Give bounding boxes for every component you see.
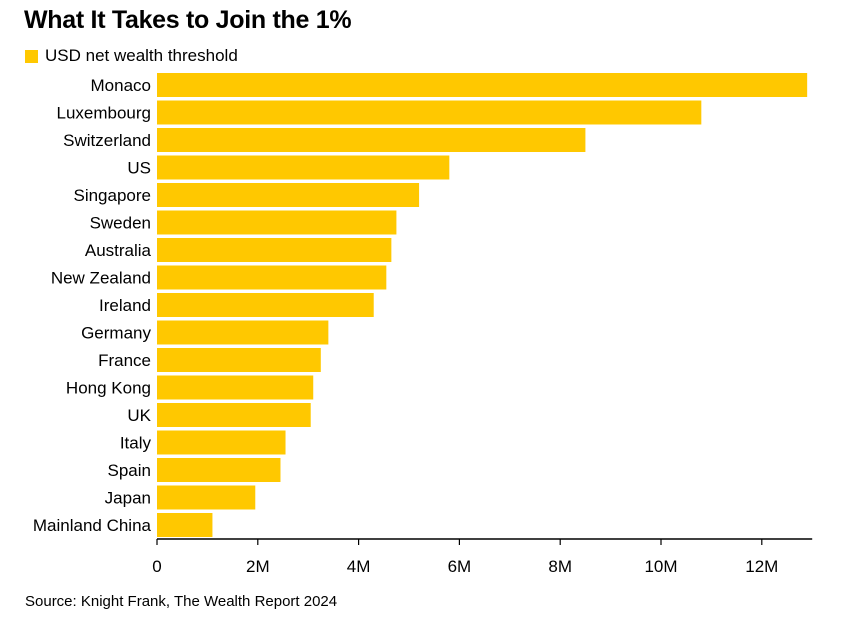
x-tick-label: 4M — [347, 557, 371, 576]
category-label: Australia — [85, 241, 152, 260]
category-label: Switzerland — [63, 131, 151, 150]
category-label: New Zealand — [51, 269, 151, 288]
bar-uk — [157, 403, 311, 427]
category-label: Spain — [108, 461, 151, 480]
bar-spain — [157, 458, 281, 482]
chart-title: What It Takes to Join the 1% — [24, 6, 352, 34]
bar-japan — [157, 485, 256, 510]
bar-sweden — [157, 210, 397, 235]
category-label: Italy — [120, 434, 152, 453]
x-tick-label: 12M — [745, 557, 778, 576]
bar-switzerland — [157, 128, 586, 152]
category-label: Sweden — [90, 214, 151, 233]
source-note: Source: Knight Frank, The Wealth Report … — [25, 593, 338, 610]
legend-label: USD net wealth threshold — [45, 46, 238, 65]
category-label: Ireland — [99, 296, 151, 315]
bar-germany — [157, 320, 329, 345]
x-tick-label: 2M — [246, 557, 270, 576]
bar-singapore — [157, 183, 420, 207]
bar-france — [157, 348, 321, 372]
bar-chart: Monaco Luxembourg Switzerland US Singapore Sw… — [33, 73, 813, 576]
bar-us — [157, 155, 450, 180]
category-label: Japan — [105, 489, 151, 508]
bar-italy — [157, 430, 286, 455]
x-tick-label: 8M — [548, 557, 572, 576]
category-label: Luxembourg — [56, 104, 151, 123]
bar-australia — [157, 238, 392, 262]
bar-mainland-china — [157, 513, 213, 537]
category-label: Monaco — [91, 76, 151, 95]
category-label: US — [127, 159, 151, 178]
category-label: France — [98, 351, 151, 370]
x-tick-label: 0 — [152, 557, 161, 576]
bar-hong-kong — [157, 375, 314, 400]
x-tick-label: 10M — [644, 557, 677, 576]
chart-legend: USD net wealth threshold — [25, 46, 238, 66]
bar-monaco — [157, 73, 808, 97]
bar-new-zealand — [157, 265, 387, 290]
bar-luxembourg — [157, 100, 702, 125]
x-tick-label: 6M — [448, 557, 472, 576]
legend-swatch — [25, 49, 38, 63]
category-label: Germany — [81, 324, 151, 343]
category-label: Singapore — [73, 186, 151, 205]
bar-ireland — [157, 293, 374, 317]
category-label: Mainland China — [33, 516, 152, 535]
category-label: Hong Kong — [66, 379, 151, 398]
category-label: UK — [127, 406, 151, 425]
